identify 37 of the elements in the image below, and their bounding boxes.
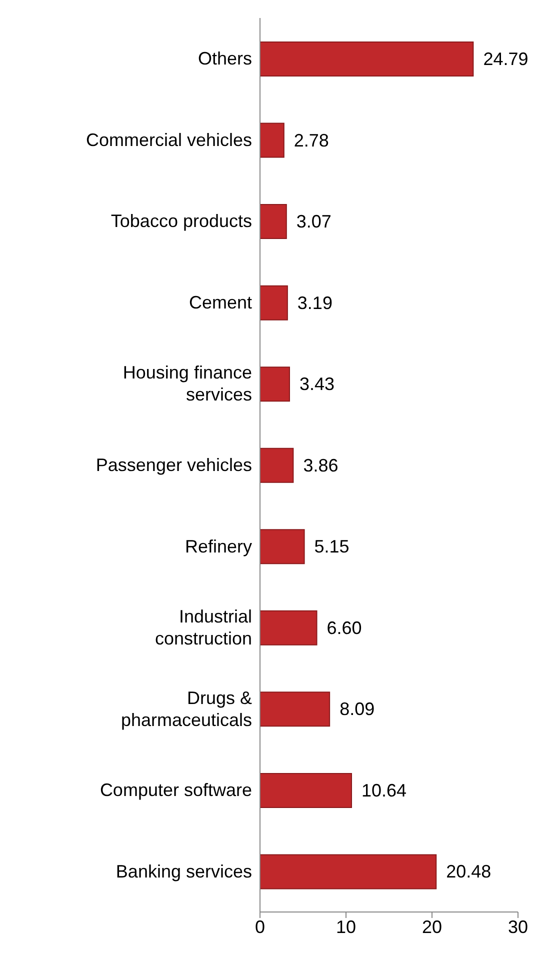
bar bbox=[260, 772, 352, 808]
bar bbox=[260, 692, 330, 727]
x-tick-label: 20 bbox=[422, 916, 442, 937]
data-label: 3.43 bbox=[300, 374, 335, 394]
bar bbox=[260, 366, 290, 402]
data-label: 3.19 bbox=[297, 292, 332, 313]
data-label: 8.09 bbox=[340, 699, 375, 720]
data-label: 10.64 bbox=[362, 780, 407, 800]
x-tick-label: 0 bbox=[254, 916, 266, 937]
data-label: 24.79 bbox=[483, 49, 528, 69]
bar bbox=[260, 610, 318, 646]
bar bbox=[260, 42, 474, 76]
data-label: 20.48 bbox=[446, 862, 492, 882]
bar bbox=[260, 285, 288, 320]
data-label: 3.07 bbox=[296, 212, 332, 232]
bar bbox=[260, 529, 305, 564]
y-tick-label: Computer software bbox=[100, 780, 252, 800]
data-label: 5.15 bbox=[314, 536, 350, 557]
y-tick-label: Drugs & pharmaceuticals bbox=[120, 688, 252, 730]
y-tick-label: Others bbox=[198, 48, 252, 69]
data-label: 3.86 bbox=[303, 455, 338, 476]
y-tick-label: Passenger vehicles bbox=[96, 455, 252, 475]
bar bbox=[260, 204, 287, 240]
y-tick-label: Tobacco products bbox=[110, 211, 252, 232]
y-tick-label: Cement bbox=[188, 292, 252, 312]
y-tick-label: Commercial vehicles bbox=[86, 130, 252, 150]
data-label: 6.60 bbox=[326, 618, 362, 638]
y-tick-label: Banking services bbox=[116, 861, 252, 882]
data-label: 2.78 bbox=[294, 130, 329, 150]
x-tick-label: 30 bbox=[508, 916, 528, 937]
x-tick-label: 10 bbox=[336, 916, 356, 937]
y-tick-label: Refinery bbox=[184, 536, 252, 556]
bar bbox=[260, 448, 294, 483]
bar bbox=[260, 854, 437, 890]
bar bbox=[260, 122, 284, 158]
y-tick-label: Housing finance services bbox=[122, 362, 252, 405]
y-tick-label: Industrial construction bbox=[154, 606, 252, 649]
